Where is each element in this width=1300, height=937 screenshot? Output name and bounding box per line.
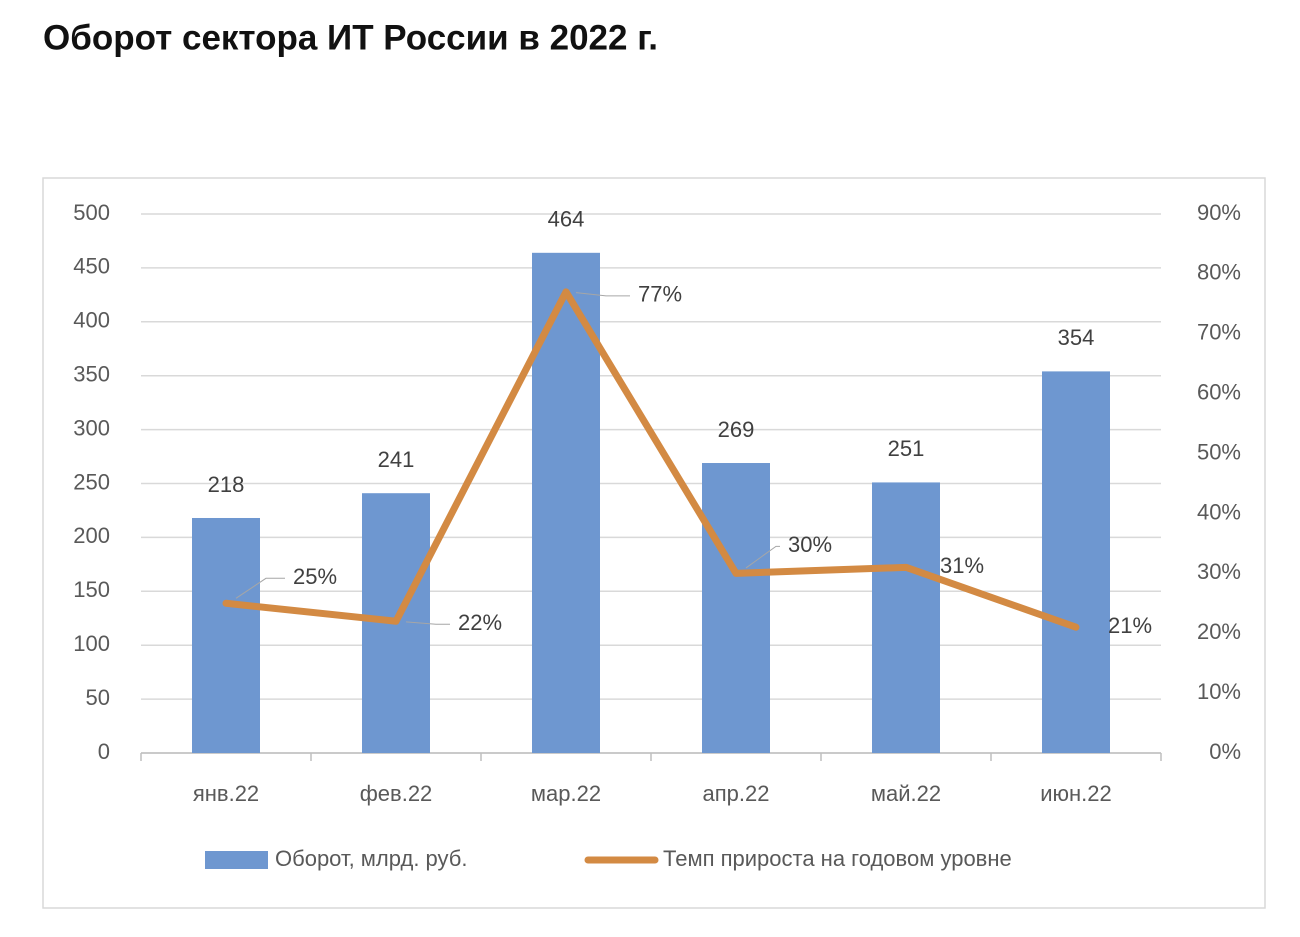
y2-tick-label: 10% xyxy=(1197,679,1241,704)
bar xyxy=(702,463,770,753)
y2-tick-label: 40% xyxy=(1197,499,1241,524)
y2-tick-label: 80% xyxy=(1197,260,1241,285)
bar-value-label: 241 xyxy=(378,447,415,472)
y2-tick-label: 20% xyxy=(1197,619,1241,644)
leader-line xyxy=(235,577,285,599)
y2-tick-label: 0% xyxy=(1209,739,1241,764)
line-series xyxy=(222,288,1080,631)
y-tick-label: 0 xyxy=(98,739,110,764)
bar-value-label: 464 xyxy=(548,207,585,232)
x-tick-label: мар.22 xyxy=(531,781,601,806)
bar xyxy=(1042,371,1110,753)
x-tick-label: фев.22 xyxy=(360,781,433,806)
y-tick-label: 450 xyxy=(73,254,110,279)
y2-tick-label: 50% xyxy=(1197,439,1241,464)
legend-label: Оборот, млрд. руб. xyxy=(275,846,468,871)
line-value-label: 22% xyxy=(458,610,502,635)
line-value-label: 77% xyxy=(638,282,682,307)
bar-value-label: 354 xyxy=(1058,325,1095,350)
x-tick-label: янв.22 xyxy=(193,781,259,806)
y-tick-label: 300 xyxy=(73,415,110,440)
bar-value-label: 269 xyxy=(718,417,755,442)
bar-value-label: 251 xyxy=(888,436,925,461)
line-value-label: 30% xyxy=(788,532,832,557)
y2-tick-label: 30% xyxy=(1197,559,1241,584)
leader-line xyxy=(745,545,780,569)
y-tick-label: 200 xyxy=(73,523,110,548)
x-tick-label: июн.22 xyxy=(1040,781,1112,806)
line-value-label: 21% xyxy=(1108,613,1152,638)
y2-tick-label: 90% xyxy=(1197,200,1241,225)
y-tick-label: 100 xyxy=(73,631,110,656)
line-value-label: 31% xyxy=(940,553,984,578)
chart-title: Оборот сектора ИТ России в 2022 г. xyxy=(43,18,658,57)
legend-label: Темп прироста на годовом уровне xyxy=(663,846,1012,871)
y-tick-label: 150 xyxy=(73,577,110,602)
y-tick-label: 350 xyxy=(73,362,110,387)
leader-line xyxy=(575,292,630,297)
leader-line xyxy=(405,621,450,625)
y-tick-label: 50 xyxy=(86,685,110,710)
bar xyxy=(192,517,260,753)
bar xyxy=(872,482,940,753)
y2-tick-label: 70% xyxy=(1197,320,1241,345)
x-tick-label: апр.22 xyxy=(703,781,770,806)
line-value-label: 25% xyxy=(293,564,337,589)
x-tick-label: май.22 xyxy=(871,781,941,806)
y-tick-label: 400 xyxy=(73,308,110,333)
legend-swatch xyxy=(205,851,268,869)
y-tick-label: 250 xyxy=(73,469,110,494)
y-tick-label: 500 xyxy=(73,200,110,225)
y2-tick-label: 60% xyxy=(1197,379,1241,404)
bar-value-label: 218 xyxy=(208,472,245,497)
